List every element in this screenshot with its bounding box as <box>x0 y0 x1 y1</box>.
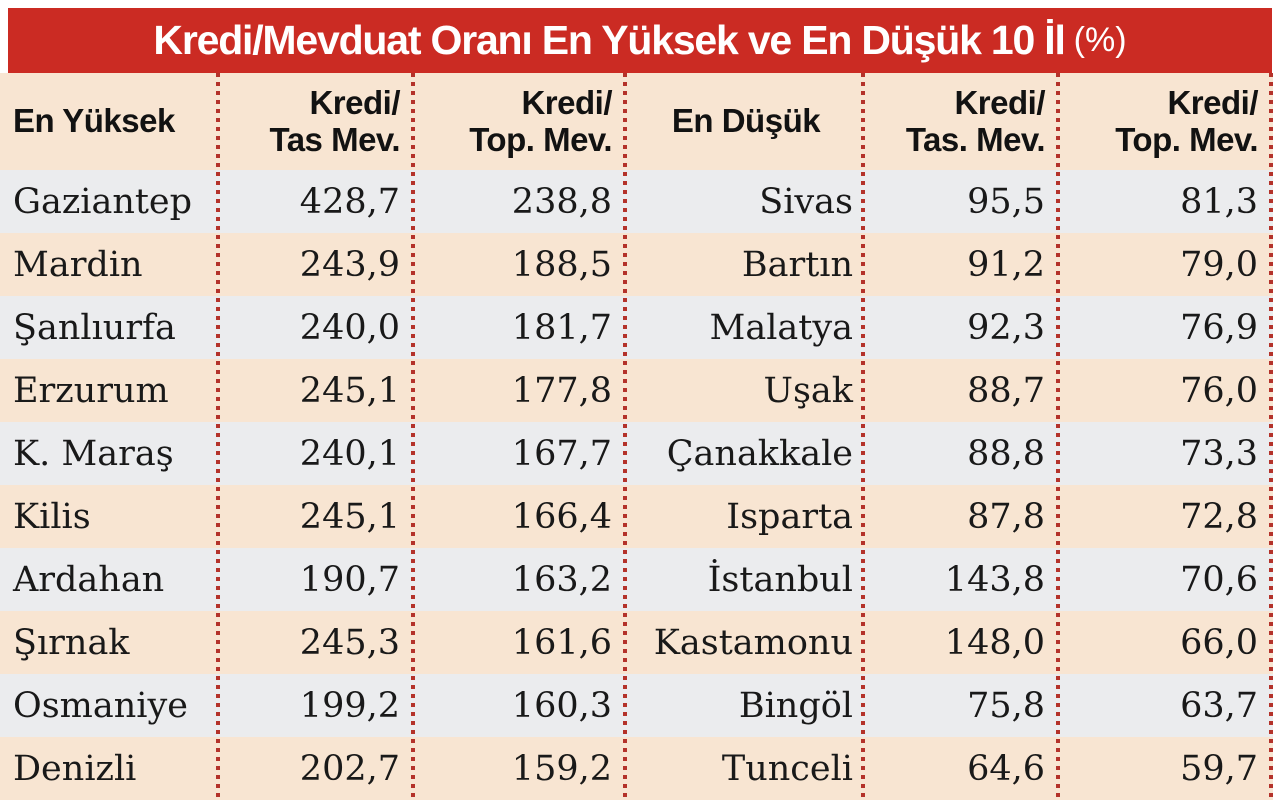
table-row: Mardin 243,9 188,5 Bartın 91,2 79,0 <box>0 233 1273 296</box>
page-title: Kredi/Mevduat Oranı En Yüksek ve En Düşü… <box>153 17 1065 63</box>
column-header-highest: En Yüksek <box>13 102 175 140</box>
column-header-lowest: En Düşük <box>671 102 821 140</box>
column-header-line: Kredi/ <box>309 83 400 121</box>
lo-tas-value: 88,7 <box>967 370 1045 411</box>
hi-city: Şanlıurfa <box>13 307 176 348</box>
hi-top-value: 160,3 <box>511 685 612 726</box>
hi-city: Osmaniye <box>13 685 188 726</box>
hi-top-value: 163,2 <box>511 559 612 600</box>
table-row: Kilis 245,1 166,4 Isparta 87,8 72,8 <box>0 485 1273 548</box>
hi-top-value: 238,8 <box>511 181 612 222</box>
column-header-lo-top: Kredi/ Top. Mev. <box>1060 73 1273 170</box>
hi-top-value: 188,5 <box>511 244 612 285</box>
lo-top-value: 76,0 <box>1180 370 1258 411</box>
infographic: Kredi/Mevduat Oranı En Yüksek ve En Düşü… <box>0 8 1280 800</box>
hi-top-value: 159,2 <box>511 748 612 789</box>
title-unit: (%) <box>1073 21 1127 59</box>
hi-tas-value: 240,0 <box>299 307 400 348</box>
table-row: Erzurum 245,1 177,8 Uşak 88,7 76,0 <box>0 359 1273 422</box>
hi-city: Kilis <box>13 496 91 537</box>
lo-city: Kastamonu <box>653 622 853 663</box>
lo-city: İstanbul <box>707 559 853 600</box>
column-divider-dotted <box>1269 73 1273 800</box>
header-row: En Yüksek Kredi/ Tas Mev. Kredi/ Top. Me… <box>0 73 1273 170</box>
column-divider-dotted <box>1056 73 1060 800</box>
lo-tas-value: 91,2 <box>967 244 1045 285</box>
lo-top-value: 81,3 <box>1180 181 1258 222</box>
table-row: K. Maraş 240,1 167,7 Çanakkale 88,8 73,3 <box>0 422 1273 485</box>
lo-top-value: 59,7 <box>1180 748 1258 789</box>
lo-top-value: 73,3 <box>1180 433 1258 474</box>
lo-tas-value: 95,5 <box>967 181 1045 222</box>
column-header-line: Kredi/ <box>521 83 612 121</box>
column-divider-dotted <box>861 73 865 800</box>
lo-city: Uşak <box>763 370 853 411</box>
column-header-line: Top. Mev. <box>469 120 612 158</box>
lo-city: Sivas <box>759 181 853 222</box>
hi-top-value: 181,7 <box>511 307 612 348</box>
lo-top-value: 76,9 <box>1180 307 1258 348</box>
hi-top-value: 177,8 <box>511 370 612 411</box>
ratio-table: En Yüksek Kredi/ Tas Mev. Kredi/ Top. Me… <box>0 73 1273 800</box>
hi-top-value: 161,6 <box>511 622 612 663</box>
lo-top-value: 66,0 <box>1180 622 1258 663</box>
table-row: Ardahan 190,7 163,2 İstanbul 143,8 70,6 <box>0 548 1273 611</box>
hi-city: Şırnak <box>13 622 130 663</box>
hi-top-value: 166,4 <box>511 496 612 537</box>
lo-city: Isparta <box>726 496 853 537</box>
lo-tas-value: 143,8 <box>944 559 1045 600</box>
hi-city: Ardahan <box>13 559 165 600</box>
table-row: Gaziantep 428,7 238,8 Sivas 95,5 81,3 <box>0 170 1273 233</box>
column-header-hi-top: Kredi/ Top. Mev. <box>415 73 627 170</box>
column-divider-dotted <box>216 73 220 800</box>
lo-city: Bartın <box>741 244 853 285</box>
column-header-line: Top. Mev. <box>1115 120 1258 158</box>
lo-top-value: 70,6 <box>1180 559 1258 600</box>
table-row: Osmaniye 199,2 160,3 Bingöl 75,8 63,7 <box>0 674 1273 737</box>
hi-tas-value: 240,1 <box>299 433 400 474</box>
hi-tas-value: 199,2 <box>299 685 400 726</box>
table-row: Şırnak 245,3 161,6 Kastamonu 148,0 66,0 <box>0 611 1273 674</box>
table-row: Denizli 202,7 159,2 Tunceli 64,6 59,7 <box>0 737 1273 800</box>
hi-city: Mardin <box>13 244 143 285</box>
lo-city: Tunceli <box>721 748 853 789</box>
hi-tas-value: 245,3 <box>299 622 400 663</box>
column-header-line: Kredi/ <box>954 83 1045 121</box>
hi-top-value: 167,7 <box>511 433 612 474</box>
lo-tas-value: 88,8 <box>967 433 1045 474</box>
column-header-lo-tas: Kredi/ Tas. Mev. <box>865 73 1060 170</box>
hi-tas-value: 245,1 <box>299 370 400 411</box>
hi-city: K. Maraş <box>13 433 174 474</box>
hi-city: Erzurum <box>13 370 169 411</box>
column-header-line: Tas. Mev. <box>905 120 1046 158</box>
column-header-line: Kredi/ <box>1167 83 1258 121</box>
lo-tas-value: 148,0 <box>944 622 1045 663</box>
hi-tas-value: 190,7 <box>299 559 400 600</box>
hi-tas-value: 202,7 <box>299 748 400 789</box>
hi-city: Gaziantep <box>13 181 193 222</box>
lo-tas-value: 64,6 <box>967 748 1045 789</box>
title-bar: Kredi/Mevduat Oranı En Yüksek ve En Düşü… <box>8 8 1272 73</box>
lo-top-value: 63,7 <box>1180 685 1258 726</box>
lo-city: Malatya <box>709 307 853 348</box>
table-row: Şanlıurfa 240,0 181,7 Malatya 92,3 76,9 <box>0 296 1273 359</box>
hi-tas-value: 428,7 <box>299 181 400 222</box>
column-divider-dotted <box>411 73 415 800</box>
lo-top-value: 79,0 <box>1180 244 1258 285</box>
hi-city: Denizli <box>13 748 137 789</box>
lo-tas-value: 75,8 <box>967 685 1045 726</box>
lo-tas-value: 92,3 <box>967 307 1045 348</box>
hi-tas-value: 243,9 <box>299 244 400 285</box>
lo-tas-value: 87,8 <box>967 496 1045 537</box>
column-divider-dotted <box>623 73 627 800</box>
hi-tas-value: 245,1 <box>299 496 400 537</box>
column-header-hi-tas: Kredi/ Tas Mev. <box>220 73 415 170</box>
lo-city: Bingöl <box>738 685 853 726</box>
lo-top-value: 72,8 <box>1180 496 1258 537</box>
lo-city: Çanakkale <box>666 433 853 474</box>
column-header-line: Tas Mev. <box>269 120 401 158</box>
